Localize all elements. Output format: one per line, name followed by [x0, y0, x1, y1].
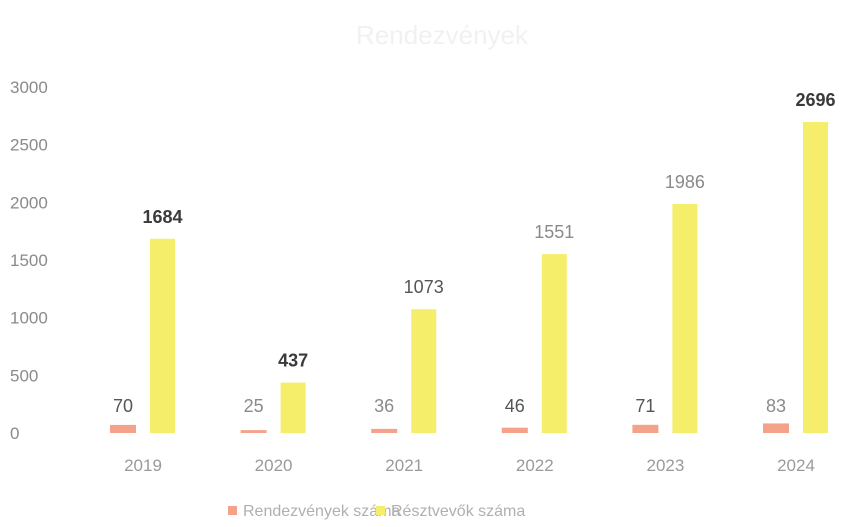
x-tick-label: 2024	[777, 456, 815, 475]
bar-resztvevok	[411, 309, 437, 433]
x-tick-label: 2020	[255, 456, 293, 475]
data-label: 70	[113, 396, 133, 416]
bar-rendezvenyek	[501, 427, 528, 433]
bar-rendezvenyek	[763, 423, 789, 433]
data-label: 46	[505, 396, 525, 416]
bar-rendezvenyek	[110, 424, 136, 433]
bars	[110, 122, 828, 433]
data-label: 71	[635, 396, 655, 416]
bar-resztvevok	[672, 203, 698, 433]
data-label: 83	[766, 396, 786, 416]
x-tick-label: 2022	[516, 456, 554, 475]
legend-swatch	[228, 506, 237, 515]
y-axis: 0 500 1000 1500 2000 2500 3000	[10, 78, 48, 443]
data-label: 25	[244, 396, 264, 416]
bar-rendezvenyek	[371, 428, 398, 433]
data-label: 36	[374, 396, 394, 416]
y-tick-label: 1500	[10, 251, 48, 270]
data-label: 437	[278, 351, 308, 371]
y-tick-label: 2500	[10, 136, 48, 155]
chart-title: Rendezvények	[356, 20, 529, 50]
bar-rendezvenyek	[632, 424, 659, 433]
x-axis: 2019 2020 2021 2022 2023 2024	[124, 456, 815, 475]
y-tick-label: 3000	[10, 78, 48, 97]
bar-resztvevok	[150, 238, 175, 433]
x-tick-label: 2019	[124, 456, 162, 475]
data-label: 1986	[665, 172, 705, 192]
legend-label: Résztvevők száma	[391, 503, 525, 520]
y-tick-label: 1000	[10, 309, 48, 328]
y-tick-label: 2000	[10, 193, 48, 212]
data-label: 1551	[534, 222, 574, 242]
y-tick-label: 500	[10, 366, 38, 385]
legend-swatch	[376, 506, 385, 515]
bar-rendezvenyek	[240, 430, 267, 433]
legend-label: Rendezvények száma	[243, 503, 401, 520]
data-label: 1684	[142, 207, 182, 227]
y-tick-label: 0	[10, 424, 19, 443]
data-label: 2696	[795, 90, 835, 110]
bar-resztvevok	[541, 254, 567, 433]
x-tick-label: 2021	[385, 456, 423, 475]
data-labels: 70 25 36 46 71 83 1684 437 1073 1551 1986 2696	[113, 90, 836, 416]
bar-resztvevok	[803, 122, 828, 433]
x-tick-label: 2023	[646, 456, 684, 475]
data-label: 1073	[404, 277, 444, 297]
bar-resztvevok	[280, 382, 306, 433]
